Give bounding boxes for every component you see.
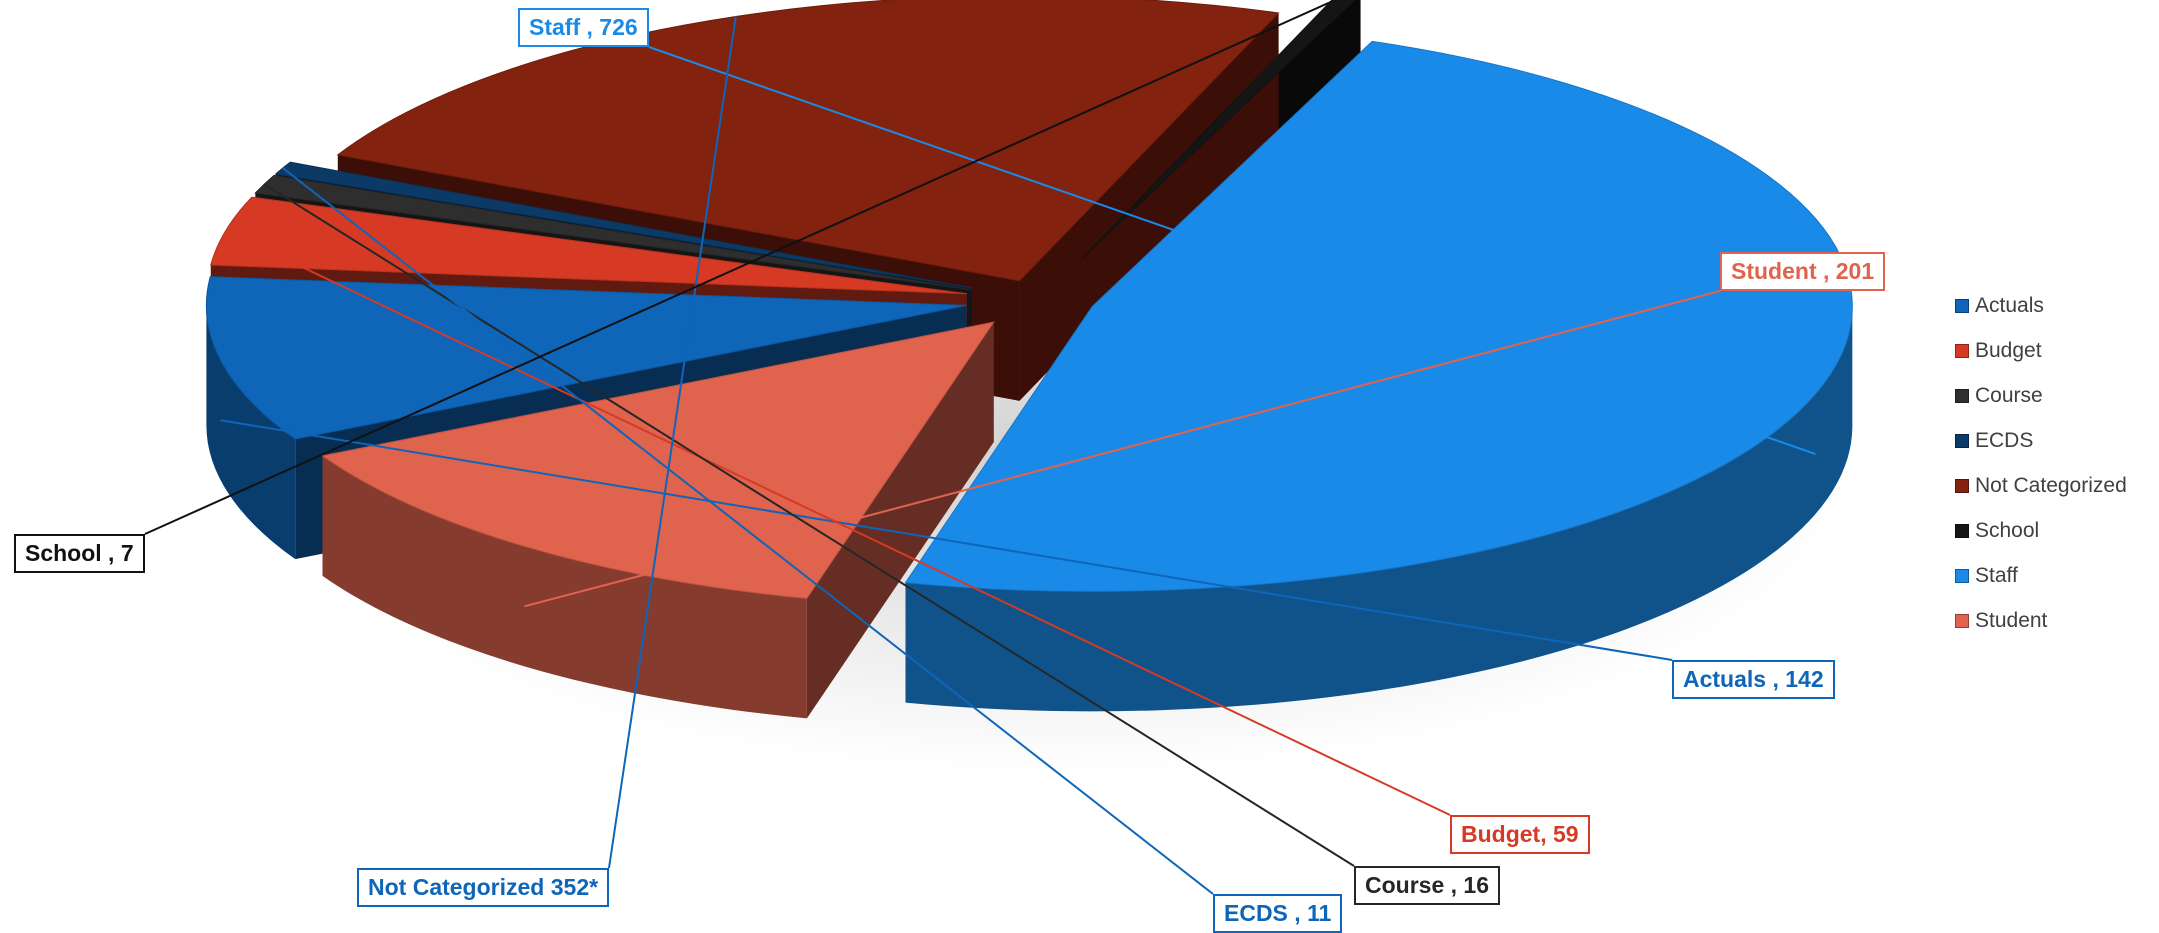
slice-school (1080, 0, 1356, 261)
leader-line-student (524, 290, 1721, 608)
leader-line-not-categorized (608, 16, 737, 869)
legend-item-actuals: Actuals (1955, 283, 2127, 328)
data-label-staff: Staff , 726 (518, 8, 649, 47)
data-label-course: Course , 16 (1354, 866, 1500, 905)
slice-staff (904, 40, 1853, 592)
legend-label: Actuals (1975, 293, 2044, 317)
legend-item-staff: Staff (1955, 553, 2127, 598)
legend-label: School (1975, 518, 2040, 542)
leader-line-ecds (282, 167, 1214, 895)
data-label-budget: Budget, 59 (1450, 815, 1590, 854)
legend-label: Not Categorized (1975, 473, 2127, 497)
legend-swatch (1955, 613, 1969, 628)
data-label-ecds: ECDS , 11 (1213, 894, 1343, 933)
legend-swatch (1955, 478, 1969, 493)
legend-label: Budget (1975, 338, 2042, 362)
slice-tops (205, 0, 1853, 599)
leader-line-staff (648, 46, 1816, 455)
legend-item-student: Student (1955, 598, 2127, 643)
data-label-actuals: Actuals , 142 (1672, 660, 1835, 699)
leader-line-budget (225, 229, 1451, 816)
legend-label: ECDS (1975, 428, 2034, 452)
legend-item-ecds: ECDS (1955, 418, 2127, 463)
legend-item-budget: Budget (1955, 328, 2127, 373)
slice-actuals (205, 276, 967, 440)
data-label-student: Student , 201 (1720, 252, 1886, 291)
legend-swatch (1955, 388, 1969, 403)
legend-item-school: School (1955, 508, 2127, 553)
legend-item-course: Course (1955, 373, 2127, 418)
chart-legend: Actuals Budget Course ECDS Not Categorized Sc… (1955, 283, 2127, 643)
legend-swatch (1955, 343, 1969, 358)
legend-swatch (1955, 433, 1969, 448)
slice-ecds (274, 161, 973, 289)
legend-label: Student (1975, 608, 2048, 632)
slice-outer-wall-staff-0 (905, 306, 1853, 712)
data-label-school: School , 7 (14, 534, 145, 573)
leader-line-course (263, 183, 1355, 867)
slice-outer-wall-actuals-0 (206, 305, 296, 560)
legend-label: Staff (1975, 563, 2018, 587)
data-label-not-categorized: Not Categorized 352* (357, 868, 610, 907)
legend-swatch (1955, 298, 1969, 313)
legend-label: Course (1975, 383, 2043, 407)
label-leaders (144, 0, 1816, 895)
legend-swatch (1955, 523, 1969, 538)
leader-line-school (144, 0, 1338, 535)
slice-side-wall-not-categorized-1 (1019, 12, 1279, 401)
leader-line-actuals (220, 419, 1673, 661)
slice-outer-wall-student-0 (322, 455, 807, 719)
legend-item-not-categorized: Not Categorized (1955, 463, 2127, 508)
legend-swatch (1955, 568, 1969, 583)
